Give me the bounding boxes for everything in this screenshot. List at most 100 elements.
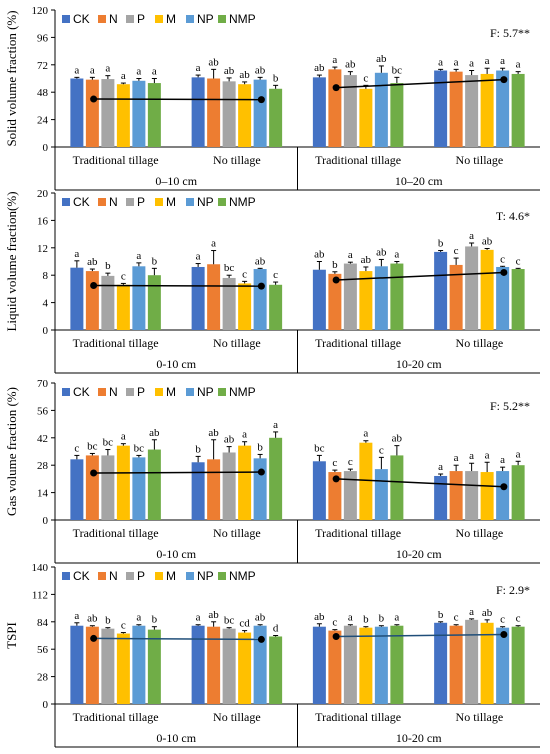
y-tick-label: 28 — [37, 672, 49, 684]
group-label: No tillage — [456, 526, 504, 540]
legend-swatch-np — [186, 198, 194, 206]
significance-letter: ab — [376, 246, 387, 258]
legend-label-n: N — [109, 385, 118, 399]
significance-letter: b — [105, 615, 111, 627]
bar-m — [238, 445, 252, 520]
legend-label-m: M — [166, 385, 176, 399]
group-label: Traditional tillage — [73, 336, 159, 350]
legend-label-ck: CK — [73, 385, 90, 399]
significance-letter: a — [332, 54, 337, 66]
significance-letter: ab — [482, 235, 493, 247]
legend-label-nmp: NMP — [229, 12, 256, 26]
bar-nmp — [269, 636, 283, 704]
trend-line — [336, 478, 504, 488]
significance-letter: a — [121, 431, 126, 443]
bar-ck — [70, 625, 84, 704]
significance-letter: c — [332, 457, 337, 469]
legend-swatch-p — [126, 388, 134, 396]
significance-letter: c — [500, 253, 505, 265]
significance-letter: ab — [392, 433, 403, 445]
significance-letter: a — [500, 55, 505, 67]
bar-n — [207, 78, 221, 147]
significance-letter: a — [196, 62, 201, 74]
trend-point — [332, 632, 340, 640]
bar-m — [480, 472, 494, 520]
y-tick-label: 0 — [43, 142, 49, 154]
significance-letter: a — [136, 612, 141, 624]
stat-annotation: F: 5.2** — [490, 399, 530, 413]
significance-letter: bc — [103, 437, 114, 449]
y-tick-label: 28 — [37, 460, 49, 472]
y-tick-label: 24 — [37, 115, 49, 127]
significance-letter: a — [500, 454, 505, 466]
bar-m — [480, 249, 494, 330]
bar-ck — [191, 77, 205, 147]
trend-line — [336, 271, 504, 281]
bar-n — [328, 273, 342, 330]
significance-letter: c — [273, 269, 278, 281]
significance-letter: b — [105, 260, 111, 272]
legend-swatch-ck — [62, 15, 70, 23]
legend-label-m: M — [166, 12, 176, 26]
significance-letter: a — [348, 249, 353, 261]
bar-ck — [312, 269, 326, 330]
trend-point — [332, 84, 340, 92]
trend-line — [93, 637, 262, 641]
legend-swatch-ck — [62, 572, 70, 580]
legend-label-p: P — [137, 569, 145, 583]
y-tick-label: 140 — [32, 562, 49, 574]
significance-letter: bc — [224, 615, 235, 627]
y-tick-label: 84 — [37, 617, 49, 629]
significance-letter: ab — [361, 254, 372, 266]
bar-n — [85, 626, 99, 704]
legend-swatch-n — [98, 15, 106, 23]
y-axis-label: Solid volume fraction (%) — [4, 10, 19, 146]
legend-label-n: N — [109, 569, 118, 583]
bar-np — [496, 266, 510, 330]
bar-ck — [191, 462, 205, 520]
trend-point — [257, 468, 265, 476]
legend-label-nmp: NMP — [229, 195, 256, 209]
y-tick-label: 96 — [37, 32, 49, 44]
significance-letter: ab — [149, 427, 160, 439]
y-axis-label: Gas volume fraction (%) — [4, 387, 19, 516]
legend-label-n: N — [109, 12, 118, 26]
significance-letter: bc — [134, 442, 145, 454]
significance-letter: c — [500, 614, 505, 626]
trend-point — [257, 282, 265, 290]
legend-swatch-ck — [62, 198, 70, 206]
bar-np — [496, 471, 510, 520]
significance-letter: a — [196, 251, 201, 263]
y-axis-label: Liquid volume fraction(%) — [4, 191, 19, 331]
trend-point — [90, 469, 98, 477]
significance-letter: bc — [224, 262, 235, 274]
bar-m — [238, 632, 252, 704]
group-label: No tillage — [213, 526, 261, 540]
significance-letter: ab — [87, 613, 98, 625]
legend-swatch-np — [186, 572, 194, 580]
group-label: No tillage — [213, 336, 261, 350]
legend-label-ck: CK — [73, 569, 90, 583]
legend-label-m: M — [166, 195, 176, 209]
y-tick-label: 72 — [37, 60, 48, 72]
significance-letter: ab — [376, 53, 387, 65]
y-tick-label: 12 — [37, 243, 48, 255]
legend-label-nmp: NMP — [229, 385, 256, 399]
y-tick-label: 8 — [43, 270, 49, 282]
bar-n — [328, 69, 342, 147]
bar-m — [480, 622, 494, 704]
bar-ck — [70, 78, 84, 147]
bar-nmp — [390, 625, 404, 704]
significance-letter: a — [394, 249, 399, 261]
bar-np — [253, 625, 267, 704]
legend-swatch-n — [98, 198, 106, 206]
legend-swatch-np — [186, 15, 194, 23]
bar-nmp — [269, 88, 283, 147]
depth-label: 10-20 cm — [396, 731, 442, 745]
bar-ck — [434, 622, 448, 704]
legend-swatch-m — [155, 572, 163, 580]
legend-swatch-n — [98, 388, 106, 396]
significance-letter: c — [516, 255, 521, 267]
bar-np — [132, 625, 146, 704]
significance-letter: ab — [224, 434, 235, 446]
